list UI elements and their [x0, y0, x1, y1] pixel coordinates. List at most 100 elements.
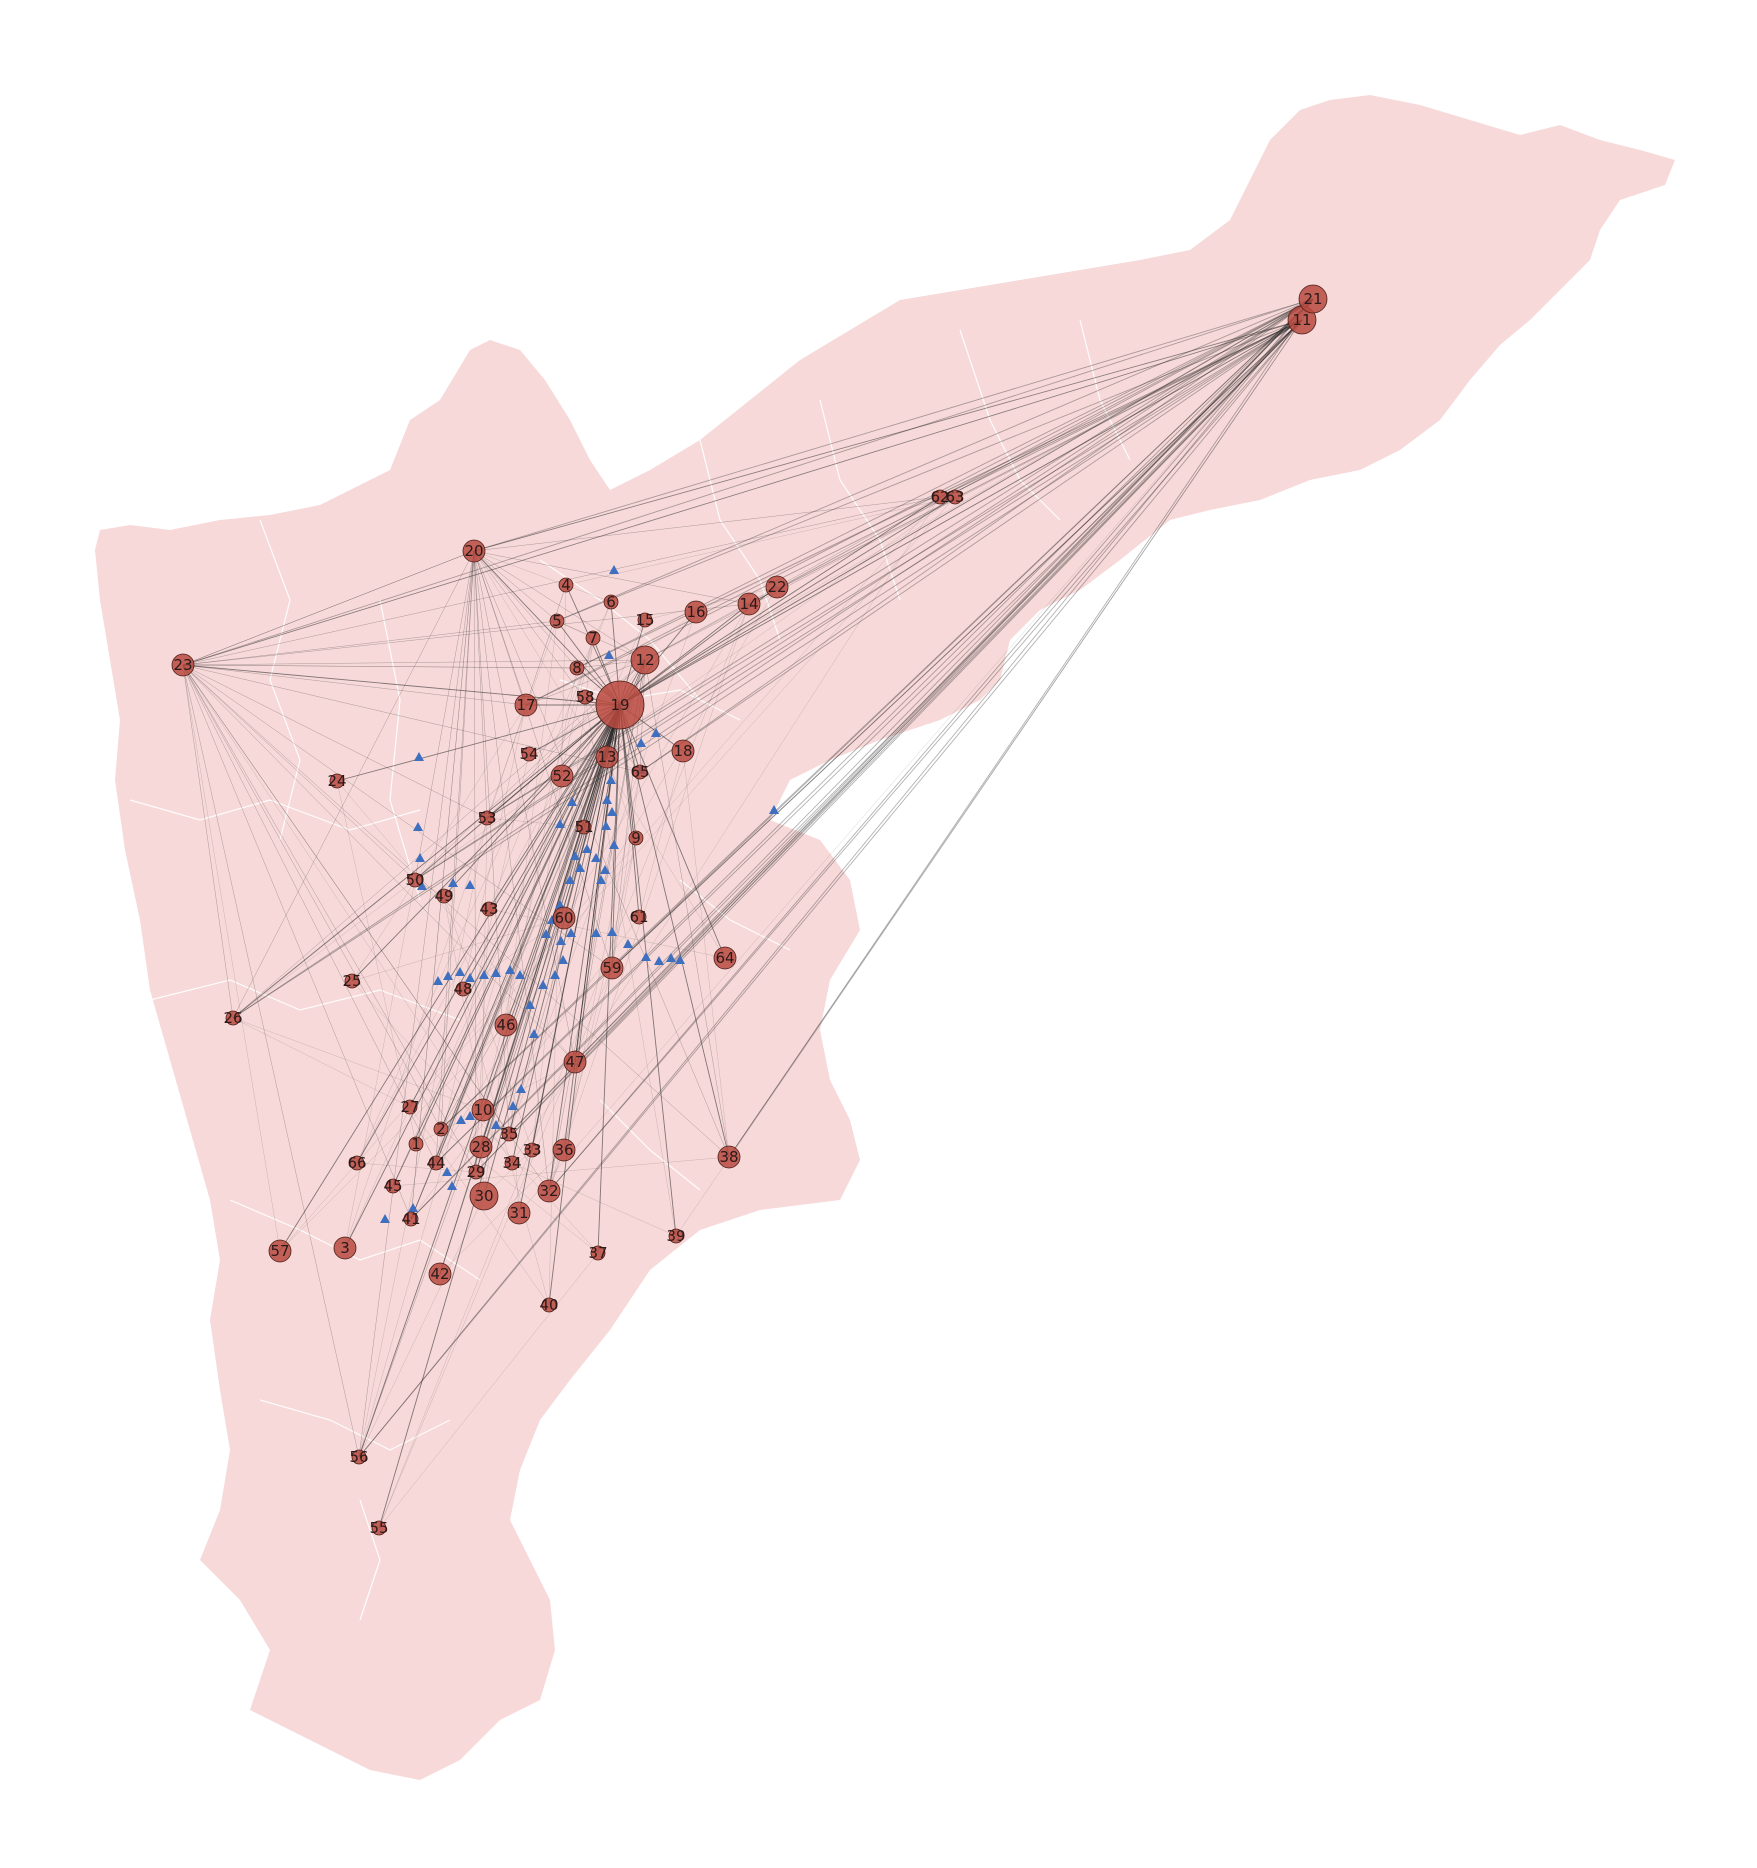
node-18[interactable]: 18	[671, 739, 695, 763]
node-circle-66[interactable]	[349, 1155, 365, 1171]
node-54[interactable]: 54	[519, 745, 538, 763]
node-circle-8[interactable]	[569, 660, 585, 676]
node-circle-14[interactable]	[737, 592, 761, 616]
node-45[interactable]: 45	[383, 1177, 402, 1195]
node-circle-10[interactable]	[471, 1098, 495, 1122]
node-44[interactable]: 44	[426, 1154, 445, 1172]
node-62[interactable]: 62	[930, 488, 949, 506]
node-circle-30[interactable]	[469, 1181, 499, 1211]
node-circle-45[interactable]	[385, 1178, 401, 1194]
node-circle-13[interactable]	[595, 745, 619, 769]
node-51[interactable]: 51	[574, 818, 593, 836]
node-circle-51[interactable]	[576, 819, 592, 835]
node-circle-5[interactable]	[549, 613, 565, 629]
node-13[interactable]: 13	[595, 745, 619, 769]
node-circle-56[interactable]	[351, 1449, 367, 1465]
node-37[interactable]: 37	[588, 1244, 607, 1262]
node-circle-42[interactable]	[428, 1262, 452, 1286]
node-circle-61[interactable]	[631, 909, 647, 925]
node-17[interactable]: 17	[514, 693, 538, 717]
node-36[interactable]: 36	[552, 1138, 576, 1162]
node-circle-22[interactable]	[765, 575, 789, 599]
node-49[interactable]: 49	[434, 887, 453, 905]
node-9[interactable]: 9	[628, 829, 644, 847]
node-circle-40[interactable]	[541, 1297, 557, 1313]
node-66[interactable]: 66	[347, 1154, 366, 1172]
node-circle-34[interactable]	[504, 1155, 520, 1171]
node-circle-17[interactable]	[514, 693, 538, 717]
node-14[interactable]: 14	[737, 592, 761, 616]
node-circle-27[interactable]	[402, 1099, 418, 1115]
node-circle-21[interactable]	[1298, 284, 1328, 314]
node-circle-37[interactable]	[590, 1245, 606, 1261]
node-11[interactable]: 11	[1287, 305, 1317, 335]
node-60[interactable]: 60	[552, 906, 576, 930]
node-circle-1[interactable]	[408, 1136, 424, 1152]
node-circle-62[interactable]	[932, 489, 948, 505]
node-35[interactable]: 35	[499, 1125, 518, 1143]
node-25[interactable]: 25	[342, 972, 361, 990]
node-63[interactable]: 63	[945, 488, 964, 506]
node-50[interactable]: 50	[405, 871, 424, 889]
node-39[interactable]: 39	[666, 1227, 685, 1245]
node-circle-54[interactable]	[521, 746, 537, 762]
node-64[interactable]: 64	[713, 946, 737, 970]
node-circle-49[interactable]	[436, 888, 452, 904]
node-circle-3[interactable]	[333, 1236, 357, 1260]
node-58[interactable]: 58	[575, 688, 594, 706]
node-circle-65[interactable]	[632, 764, 648, 780]
node-61[interactable]: 61	[629, 908, 648, 926]
node-circle-39[interactable]	[668, 1228, 684, 1244]
node-5[interactable]: 5	[549, 612, 565, 630]
node-34[interactable]: 34	[502, 1154, 521, 1172]
node-circle-31[interactable]	[507, 1201, 531, 1225]
node-circle-58[interactable]	[577, 689, 593, 705]
node-circle-48[interactable]	[455, 981, 471, 997]
node-56[interactable]: 56	[349, 1448, 368, 1466]
node-circle-19[interactable]	[595, 680, 645, 730]
node-29[interactable]: 29	[466, 1163, 485, 1181]
node-circle-50[interactable]	[407, 872, 423, 888]
node-circle-9[interactable]	[628, 830, 644, 846]
node-30[interactable]: 30	[469, 1181, 499, 1211]
node-circle-12[interactable]	[630, 645, 660, 675]
node-circle-24[interactable]	[329, 773, 345, 789]
node-12[interactable]: 12	[630, 645, 660, 675]
node-circle-16[interactable]	[684, 600, 708, 624]
node-41[interactable]: 41	[401, 1210, 420, 1228]
node-circle-36[interactable]	[552, 1138, 576, 1162]
node-circle-4[interactable]	[558, 577, 574, 593]
node-circle-64[interactable]	[713, 946, 737, 970]
node-57[interactable]: 57	[268, 1239, 292, 1263]
node-10[interactable]: 10	[471, 1098, 495, 1122]
node-6[interactable]: 6	[603, 593, 619, 611]
node-circle-47[interactable]	[563, 1050, 587, 1074]
node-1[interactable]: 1	[408, 1135, 424, 1153]
node-7[interactable]: 7	[585, 629, 601, 647]
node-19[interactable]: 19	[595, 680, 645, 730]
node-circle-32[interactable]	[537, 1179, 561, 1203]
node-circle-44[interactable]	[428, 1155, 444, 1171]
node-28[interactable]: 28	[469, 1135, 493, 1159]
node-circle-33[interactable]	[524, 1142, 540, 1158]
node-22[interactable]: 22	[765, 575, 789, 599]
node-circle-28[interactable]	[469, 1135, 493, 1159]
node-16[interactable]: 16	[684, 600, 708, 624]
node-circle-63[interactable]	[947, 489, 963, 505]
node-38[interactable]: 38	[717, 1145, 741, 1169]
node-circle-60[interactable]	[552, 906, 576, 930]
node-circle-41[interactable]	[403, 1211, 419, 1227]
node-circle-38[interactable]	[717, 1145, 741, 1169]
node-27[interactable]: 27	[400, 1098, 419, 1116]
node-circle-25[interactable]	[344, 973, 360, 989]
node-21[interactable]: 21	[1298, 284, 1328, 314]
node-circle-57[interactable]	[268, 1239, 292, 1263]
node-15[interactable]: 15	[635, 611, 654, 629]
node-23[interactable]: 23	[171, 653, 195, 677]
node-circle-52[interactable]	[550, 764, 574, 788]
node-circle-29[interactable]	[468, 1164, 484, 1180]
node-47[interactable]: 47	[563, 1050, 587, 1074]
node-circle-46[interactable]	[494, 1013, 518, 1037]
node-20[interactable]: 20	[462, 539, 486, 563]
node-48[interactable]: 48	[453, 980, 472, 998]
